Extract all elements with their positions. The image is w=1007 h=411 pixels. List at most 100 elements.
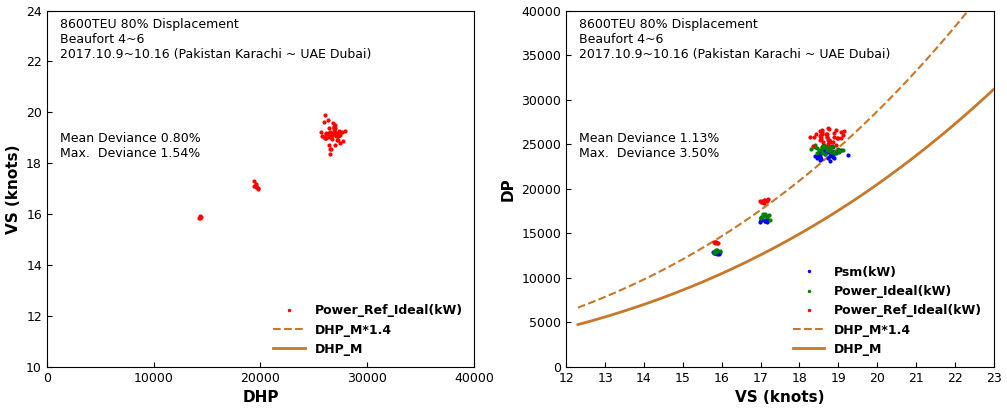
X-axis label: VS (knots): VS (knots) [735, 390, 825, 405]
Point [809, 145, 825, 152]
Point [193, 214, 209, 221]
Point [822, 147, 838, 154]
Point [816, 142, 832, 148]
Point [820, 155, 836, 161]
Point [707, 247, 723, 254]
Point [814, 143, 830, 150]
Point [820, 142, 836, 149]
Point [330, 137, 346, 143]
Legend: Psm(kW), Power_Ideal(kW), Power_Ref_Ideal(kW), DHP_M*1.4, DHP_M: Psm(kW), Power_Ideal(kW), Power_Ref_Idea… [787, 261, 987, 361]
Point [813, 146, 829, 153]
Point [828, 148, 844, 155]
Point [327, 141, 343, 148]
Point [821, 149, 837, 155]
Point [755, 210, 771, 217]
Point [707, 240, 723, 246]
Point [824, 144, 840, 150]
Point [192, 215, 208, 222]
Point [802, 133, 818, 140]
Point [814, 131, 830, 138]
Point [813, 149, 829, 155]
Point [813, 131, 829, 137]
Point [812, 154, 828, 161]
Point [753, 217, 769, 224]
Y-axis label: VS (knots): VS (knots) [6, 144, 20, 233]
Point [250, 185, 266, 192]
Point [327, 131, 343, 137]
Point [710, 240, 726, 247]
Point [321, 130, 337, 136]
Point [709, 247, 725, 254]
Point [317, 130, 333, 137]
Point [835, 147, 851, 153]
Point [324, 131, 340, 138]
Point [830, 146, 846, 152]
Y-axis label: DP: DP [501, 177, 516, 201]
Point [823, 139, 839, 145]
Point [321, 125, 337, 132]
Point [756, 197, 772, 204]
Point [757, 211, 773, 218]
Point [327, 122, 343, 129]
Point [327, 129, 343, 135]
Text: Mean Deviance 0.80%
Max.  Deviance 1.54%: Mean Deviance 0.80% Max. Deviance 1.54% [59, 132, 200, 160]
Point [319, 116, 335, 123]
Point [322, 145, 338, 152]
Point [809, 149, 825, 156]
Point [823, 149, 839, 156]
Point [814, 127, 830, 134]
Point [821, 137, 837, 143]
Point [756, 197, 772, 203]
Point [752, 219, 768, 225]
Point [321, 132, 337, 139]
Point [822, 157, 838, 164]
Point [330, 130, 346, 136]
Point [826, 129, 842, 136]
Point [331, 132, 347, 138]
Point [821, 126, 837, 133]
Point [825, 154, 841, 160]
Point [813, 134, 829, 140]
Point [811, 152, 827, 158]
Point [810, 155, 826, 162]
Point [822, 150, 838, 156]
Point [822, 144, 838, 150]
Point [707, 249, 723, 256]
Point [825, 144, 841, 151]
Point [322, 134, 338, 141]
Point [815, 142, 831, 149]
Point [316, 135, 332, 141]
Point [821, 139, 837, 145]
Point [329, 137, 345, 143]
Point [828, 150, 844, 157]
Point [831, 148, 847, 155]
Point [706, 250, 722, 256]
Point [817, 148, 833, 155]
Point [815, 129, 831, 135]
Point [758, 217, 774, 224]
Point [324, 131, 340, 138]
Point [757, 217, 773, 224]
Point [316, 119, 332, 125]
Point [818, 149, 834, 155]
Point [327, 133, 343, 140]
Point [331, 128, 347, 134]
Point [828, 127, 844, 134]
Point [828, 142, 844, 148]
Point [840, 152, 856, 159]
Point [819, 134, 835, 141]
Point [760, 195, 776, 202]
Point [326, 127, 342, 134]
Point [812, 157, 828, 163]
Point [762, 217, 778, 223]
Point [806, 143, 822, 150]
Point [825, 150, 841, 157]
Point [830, 148, 846, 154]
Point [251, 184, 267, 191]
Point [192, 213, 208, 220]
Point [707, 248, 723, 254]
Point [752, 199, 768, 205]
Point [706, 249, 722, 255]
Point [760, 217, 776, 224]
Point [813, 156, 829, 162]
